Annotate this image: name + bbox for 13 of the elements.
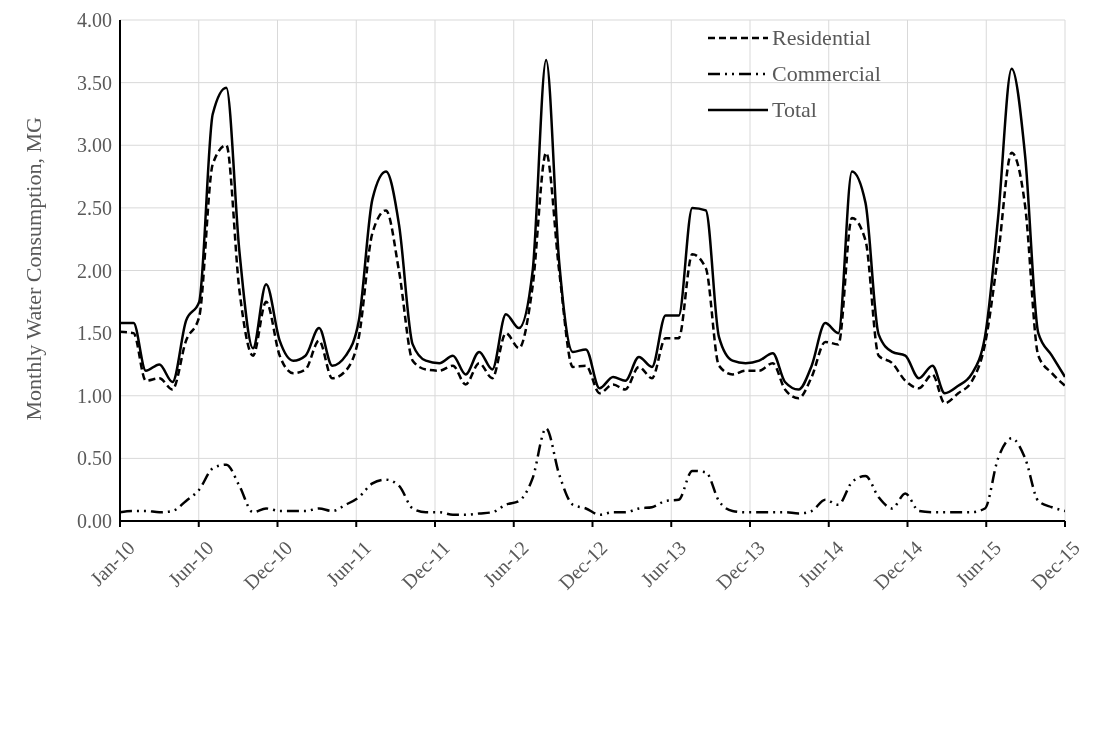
y-tick-label: 0.50 (77, 447, 112, 470)
y-tick-label: 4.00 (77, 9, 112, 32)
y-tick-label: 1.50 (77, 322, 112, 345)
y-axis-title: Monthly Water Consumption, MG (20, 117, 46, 421)
y-tick-label: 2.00 (77, 259, 112, 282)
y-tick-label: 3.00 (77, 134, 112, 157)
legend-label: Commercial (772, 60, 881, 88)
y-tick-label: 2.50 (77, 196, 112, 219)
legend-label: Residential (772, 24, 871, 52)
y-tick-label: 0.00 (77, 510, 112, 533)
legend-label: Total (772, 96, 817, 124)
y-tick-label: 3.50 (77, 71, 112, 94)
y-tick-label: 1.00 (77, 384, 112, 407)
